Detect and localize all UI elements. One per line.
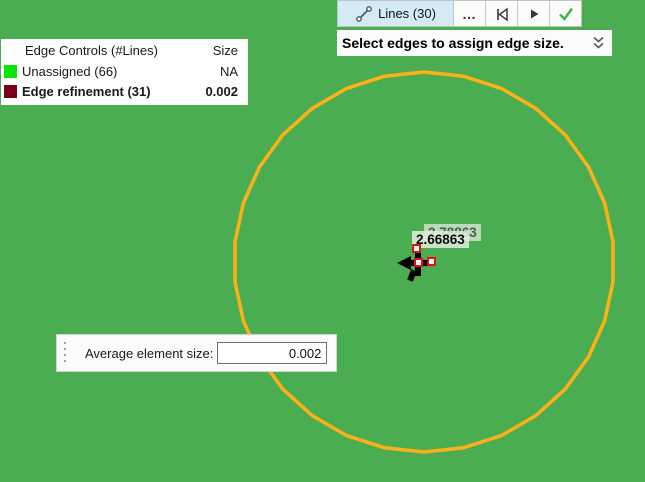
dimension-label-front: 2.66863 [412,231,469,248]
legend-row-label: Unassigned (66) [22,63,118,79]
vertex-handle[interactable] [412,244,421,253]
vertex-handle[interactable] [427,257,436,266]
edge-loop-circle[interactable] [233,70,615,454]
ellipsis-icon: … [462,5,477,22]
edge-controls-legend: Edge Controls (#Lines) Size Unassigned (… [1,39,248,105]
average-element-size-widget: Average element size: [56,334,337,372]
legend-row-unassigned: Unassigned (66) NA [1,61,248,81]
play-icon [530,9,538,18]
legend-row-value: 0.002 [205,83,238,99]
skip-to-start-icon [496,7,508,21]
play-button[interactable] [518,1,550,26]
tab-lines[interactable]: Lines (30) [338,1,454,26]
unassigned-color-swatch [4,64,17,78]
more-options-button[interactable]: … [454,1,486,26]
legend-row-value: NA [219,63,238,79]
marker-arrow-left [397,256,411,270]
tab-lines-label: Lines (30) [378,6,436,21]
prompt-text: Select edges to assign edge size. [342,35,564,51]
line-segment-icon [356,5,372,22]
legend-header: Edge Controls (#Lines) Size [1,42,248,61]
drag-handle-icon[interactable] [63,340,67,366]
legend-title: Edge Controls (#Lines) [25,43,158,58]
average-element-size-input[interactable] [217,342,328,364]
status-prompt-bar: Select edges to assign edge size. [337,30,612,56]
selection-toolbar: Lines (30) … [337,0,582,27]
legend-row-label: Edge refinement (31) [22,83,151,99]
vertex-handle[interactable] [414,258,423,267]
double-chevron-down-icon[interactable] [591,35,606,51]
legend-size-header: Size [212,43,238,58]
legend-row-edge-refinement: Edge refinement (31) 0.002 [1,81,248,101]
go-to-start-button[interactable] [486,1,518,26]
check-icon [559,7,573,21]
average-element-size-label: Average element size: [85,345,214,361]
edge-refinement-color-swatch [4,84,17,98]
accept-button[interactable] [550,1,581,26]
